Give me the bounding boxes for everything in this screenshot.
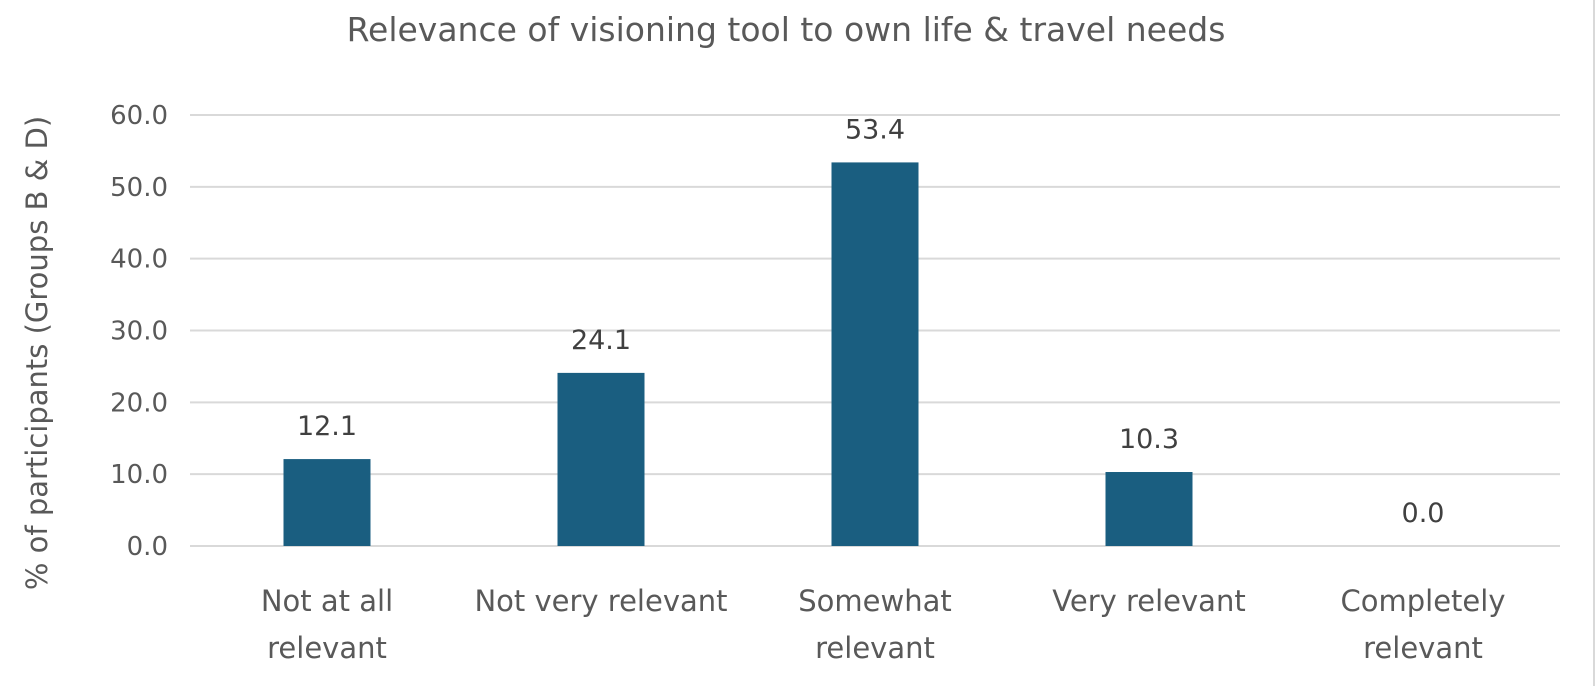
category-label: relevant bbox=[815, 631, 935, 665]
y-tick-label: 10.0 bbox=[110, 460, 168, 490]
bars bbox=[283, 162, 1193, 546]
bar bbox=[1105, 472, 1193, 546]
category-label: Not very relevant bbox=[474, 584, 727, 618]
category-label: Not at all bbox=[261, 584, 393, 618]
y-tick-label: 0.0 bbox=[127, 532, 168, 562]
y-axis-label: % of participants (Groups B & D) bbox=[20, 116, 54, 590]
bar bbox=[831, 162, 919, 546]
y-tick-label: 60.0 bbox=[110, 101, 168, 131]
chart-title: Relevance of visioning tool to own life … bbox=[347, 10, 1226, 49]
data-label: 53.4 bbox=[845, 114, 905, 145]
data-label: 0.0 bbox=[1402, 498, 1445, 529]
x-axis-categories: Not at all relevant Not very relevant Somew… bbox=[261, 584, 1506, 665]
data-label: 24.1 bbox=[571, 325, 631, 356]
category-label: relevant bbox=[1363, 631, 1483, 665]
category-label: Somewhat bbox=[798, 584, 951, 618]
y-tick-label: 50.0 bbox=[110, 173, 168, 203]
category-label: Completely bbox=[1341, 584, 1506, 618]
y-tick-label: 20.0 bbox=[110, 388, 168, 418]
bar bbox=[283, 459, 371, 546]
y-tick-label: 30.0 bbox=[110, 317, 168, 347]
data-label: 10.3 bbox=[1119, 424, 1179, 455]
category-label: relevant bbox=[267, 631, 387, 665]
data-labels: 12.1 24.1 53.4 10.3 0.0 bbox=[297, 114, 1445, 529]
category-label: Very relevant bbox=[1052, 584, 1245, 618]
y-tick-label: 40.0 bbox=[110, 245, 168, 275]
bar bbox=[557, 372, 645, 546]
data-label: 12.1 bbox=[297, 411, 357, 442]
y-axis-ticks: 0.0 10.0 20.0 30.0 40.0 50.0 60.0 bbox=[110, 101, 168, 562]
